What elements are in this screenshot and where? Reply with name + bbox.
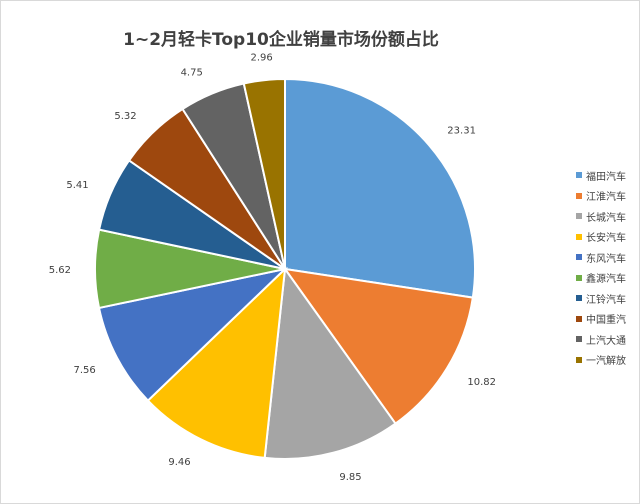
legend-swatch [576, 233, 582, 240]
legend-label: 江铃汽车 [586, 294, 626, 306]
legend-swatch [576, 172, 582, 179]
legend-label: 东风汽车 [586, 253, 626, 265]
data-label-6: 5.62 [49, 265, 71, 276]
pie-slice-3 [263, 266, 397, 460]
data-label-5: 7.56 [73, 365, 95, 376]
pie-slice-5 [97, 267, 289, 402]
legend-swatch [576, 295, 582, 302]
legend-item-2: 江淮汽车 [576, 186, 638, 207]
chart-title: 1~2月轻卡Top10企业销量市场份额占比 [123, 30, 439, 50]
data-label-3: 9.85 [339, 472, 361, 483]
data-label-2: 10.82 [467, 377, 496, 388]
legend-item-3: 长城汽车 [576, 206, 638, 227]
legend-label: 中国重汽 [586, 315, 626, 327]
data-label-9: 4.75 [181, 67, 203, 78]
legend-swatch [576, 315, 582, 322]
legend-swatch [576, 213, 582, 220]
legend-label: 长城汽车 [586, 212, 626, 224]
legend-swatch [576, 192, 582, 199]
data-label-4: 9.46 [168, 457, 190, 468]
legend-item-10: 一汽解放 [576, 350, 638, 371]
data-label-10: 2.96 [251, 52, 273, 63]
legend-label: 鑫源汽车 [586, 274, 626, 286]
legend-swatch [576, 254, 582, 261]
pie-slice-1 [284, 77, 476, 299]
legend-item-4: 长安汽车 [576, 227, 638, 248]
chart-legend: 福田汽车江淮汽车长城汽车长安汽车东风汽车鑫源汽车江铃汽车中国重汽上汽大通一汽解放 [576, 165, 638, 370]
legend-label: 长安汽车 [586, 233, 626, 245]
data-label-7: 5.41 [66, 180, 88, 191]
legend-item-9: 上汽大通 [576, 329, 638, 350]
legend-label: 上汽大通 [586, 335, 626, 347]
legend-item-8: 中国重汽 [576, 309, 638, 330]
legend-swatch [576, 336, 582, 343]
legend-item-1: 福田汽车 [576, 165, 638, 186]
legend-label: 江淮汽车 [586, 192, 626, 204]
legend-swatch [576, 356, 582, 363]
pie-slice-10 [242, 77, 286, 270]
data-label-1: 23.31 [447, 126, 476, 137]
legend-swatch [576, 274, 582, 281]
pie-slice-2 [282, 267, 474, 425]
data-label-8: 5.32 [114, 111, 136, 122]
legend-item-5: 东风汽车 [576, 247, 638, 268]
legend-label: 福田汽车 [586, 171, 626, 183]
legend-label: 一汽解放 [586, 356, 626, 368]
pie-slice-4 [146, 266, 287, 460]
legend-item-6: 鑫源汽车 [576, 268, 638, 289]
legend-item-7: 江铃汽车 [576, 288, 638, 309]
